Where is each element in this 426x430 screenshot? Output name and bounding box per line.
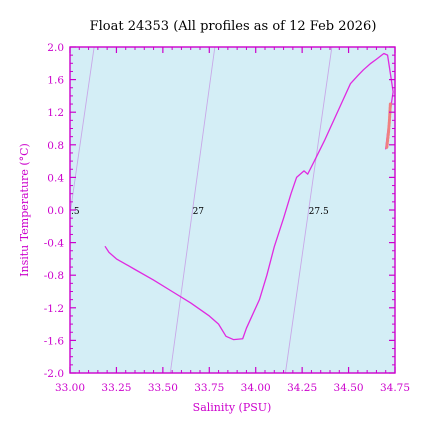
chart-title: Float 24353 (All profiles as of 12 Feb 2… bbox=[90, 19, 377, 34]
density-contour-group: .5 27 27.5 bbox=[69, 46, 333, 374]
profile-series-line-1 bbox=[385, 102, 392, 151]
density-contour-line-0 bbox=[69, 46, 95, 215]
y-tick-label: 0.4 bbox=[47, 172, 64, 184]
y-tick-label: 0.8 bbox=[47, 140, 64, 152]
y-tick-label: -2.0 bbox=[44, 368, 64, 380]
x-tick-label: 34.50 bbox=[334, 382, 364, 394]
y-tick-label: -1.2 bbox=[44, 303, 64, 315]
density-contour-label-1: 27 bbox=[193, 207, 205, 217]
x-tick-label: 33.00 bbox=[55, 382, 85, 394]
y-tick-label: -0.4 bbox=[44, 238, 65, 250]
y-axis-label: Insitu Temperature (°C) bbox=[18, 143, 31, 277]
density-contour-line-1 bbox=[169, 46, 216, 374]
profile-series-group bbox=[104, 52, 394, 341]
axis-tick-group: 33.00 33.25 33.50 33.75 34.00 34.25 34.50 34.75… bbox=[44, 42, 410, 394]
y-tick-label: 2.0 bbox=[47, 42, 64, 54]
plot-area bbox=[70, 47, 395, 373]
y-tick-label: 1.2 bbox=[47, 107, 64, 119]
x-tick-label: 33.75 bbox=[194, 382, 224, 394]
x-tick-label: 33.25 bbox=[101, 382, 131, 394]
x-tick-label: 34.75 bbox=[380, 382, 410, 394]
x-tick-label: 34.25 bbox=[287, 382, 317, 394]
y-tick-label: 0.0 bbox=[47, 205, 64, 217]
profile-series-line-0 bbox=[104, 52, 394, 341]
y-tick-label: 1.6 bbox=[47, 75, 64, 87]
density-contour-label-2: 27.5 bbox=[309, 207, 329, 217]
x-tick-label: 34.00 bbox=[241, 382, 271, 394]
y-tick-label: -1.6 bbox=[44, 335, 65, 347]
x-axis-label: Salinity (PSU) bbox=[193, 401, 272, 414]
density-contour-line-2 bbox=[284, 46, 333, 374]
density-contour-label-0: .5 bbox=[71, 207, 80, 217]
x-tick-label: 33.50 bbox=[148, 382, 178, 394]
y-tick-label: -0.8 bbox=[44, 270, 64, 282]
